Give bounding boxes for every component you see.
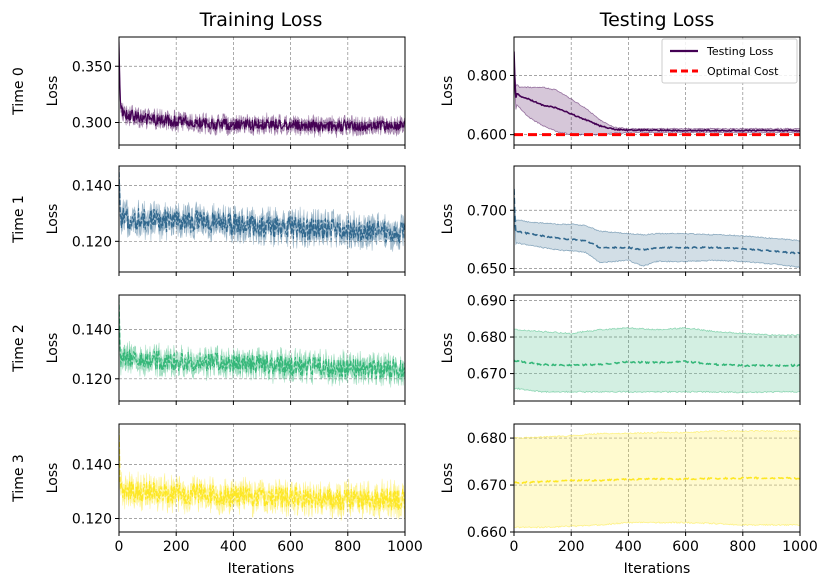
xtick-label: 200 bbox=[558, 539, 585, 555]
panel-frame bbox=[118, 36, 406, 146]
series-line bbox=[514, 51, 800, 133]
row-label-time-3: Time 3 bbox=[11, 454, 27, 503]
panel-frame bbox=[513, 423, 801, 533]
series-band bbox=[119, 166, 405, 252]
ytick-label: 0.140 bbox=[72, 179, 112, 195]
ytick-label: 0.670 bbox=[467, 367, 507, 383]
ytick-label: 0.700 bbox=[467, 203, 507, 219]
ylabel-train-1: Loss bbox=[45, 204, 61, 235]
panel-frame bbox=[513, 36, 801, 146]
series-line bbox=[119, 427, 405, 511]
data-layer bbox=[119, 295, 405, 388]
series-line bbox=[514, 188, 800, 255]
ytick-label: 0.300 bbox=[72, 116, 112, 132]
ylabel-train-2: Loss bbox=[45, 333, 61, 364]
ylabel-train-3: Loss bbox=[45, 463, 61, 494]
ylabel-train-0: Loss bbox=[45, 76, 61, 107]
ylabel-test-3: Loss bbox=[440, 463, 456, 494]
series-band bbox=[514, 52, 800, 136]
series-band bbox=[119, 295, 405, 388]
panel-train-1: 0.120 0.140 bbox=[72, 165, 406, 276]
ytick-label: 0.350 bbox=[72, 59, 112, 75]
xtick-label: 600 bbox=[672, 539, 699, 555]
panel-test-3: 0.660 0.670 0.680 0 200 400 600 800 1000 bbox=[467, 423, 818, 555]
ytick-label: 0.140 bbox=[72, 323, 112, 339]
xtick-label: 400 bbox=[220, 539, 247, 555]
xtick-label: 0 bbox=[510, 539, 519, 555]
xtick-label: 200 bbox=[163, 539, 190, 555]
panel-frame bbox=[118, 423, 406, 533]
legend-label-testing-loss: Testing Loss bbox=[706, 45, 774, 58]
series-line bbox=[119, 297, 405, 380]
ytick-label: 0.120 bbox=[72, 234, 112, 250]
panel-frame bbox=[118, 165, 406, 273]
data-layer bbox=[514, 429, 800, 529]
series-band bbox=[514, 188, 800, 269]
panel-train-2: 0.120 0.140 bbox=[72, 294, 406, 405]
panel-train-0: 0.300 0.350 bbox=[72, 36, 406, 149]
column-title-testing: Testing Loss bbox=[599, 9, 715, 31]
ytick-label: 0.120 bbox=[72, 512, 112, 528]
series-band bbox=[514, 326, 800, 394]
legend-label-optimal-cost: Optimal Cost bbox=[707, 65, 779, 78]
xtick-label: 800 bbox=[729, 539, 756, 555]
column-title-training: Training Loss bbox=[199, 9, 323, 31]
xlabel-train: Iterations bbox=[228, 561, 295, 577]
ytick-label: 0.660 bbox=[467, 525, 507, 541]
panel-train-3: 0.120 0.140 0 200 400 600 800 1000 bbox=[72, 423, 423, 555]
row-label-time-2: Time 2 bbox=[11, 324, 27, 373]
series-line bbox=[514, 476, 800, 485]
series-line bbox=[119, 41, 405, 133]
panel-test-1: 0.650 0.700 bbox=[467, 165, 801, 278]
xtick-label: 400 bbox=[615, 539, 642, 555]
panel-frame bbox=[118, 294, 406, 402]
data-layer bbox=[119, 166, 405, 252]
xtick-label: 600 bbox=[277, 539, 304, 555]
ylabel-test-0: Loss bbox=[440, 76, 456, 107]
ytick-label: 0.800 bbox=[467, 68, 507, 84]
xlabel-test: Iterations bbox=[624, 561, 691, 577]
ylabel-test-2: Loss bbox=[440, 333, 456, 364]
ytick-label: 0.650 bbox=[467, 262, 507, 278]
panel-frame bbox=[513, 165, 801, 273]
ytick-label: 0.140 bbox=[72, 458, 112, 474]
data-layer bbox=[119, 37, 405, 138]
ytick-label: 0.600 bbox=[467, 128, 507, 144]
xtick-label: 1000 bbox=[387, 539, 423, 555]
xtick-label: 1000 bbox=[782, 539, 818, 555]
ytick-label: 0.680 bbox=[467, 330, 507, 346]
ytick-label: 0.120 bbox=[72, 372, 112, 388]
ytick-label: 0.670 bbox=[467, 478, 507, 494]
data-layer bbox=[514, 326, 800, 394]
panel-frame bbox=[513, 294, 801, 402]
data-layer bbox=[514, 51, 800, 137]
data-layer bbox=[514, 188, 800, 269]
xtick-label: 0 bbox=[115, 539, 124, 555]
legend: Testing Loss Optimal Cost bbox=[661, 38, 798, 84]
ylabel-test-1: Loss bbox=[440, 204, 456, 235]
row-label-time-1: Time 1 bbox=[11, 195, 27, 244]
panel-test-2: 0.670 0.680 0.690 bbox=[467, 293, 801, 405]
ytick-label: 0.680 bbox=[467, 431, 507, 447]
series-line bbox=[119, 166, 405, 244]
data-layer bbox=[119, 424, 405, 521]
series-line bbox=[514, 359, 800, 368]
xtick-label: 800 bbox=[334, 539, 361, 555]
panels: 0.300 0.350 0.600 0.800 0.120 0.140 0.650 0.700… bbox=[72, 36, 818, 555]
row-label-time-0: Time 0 bbox=[11, 67, 27, 116]
ytick-label: 0.690 bbox=[467, 293, 507, 309]
